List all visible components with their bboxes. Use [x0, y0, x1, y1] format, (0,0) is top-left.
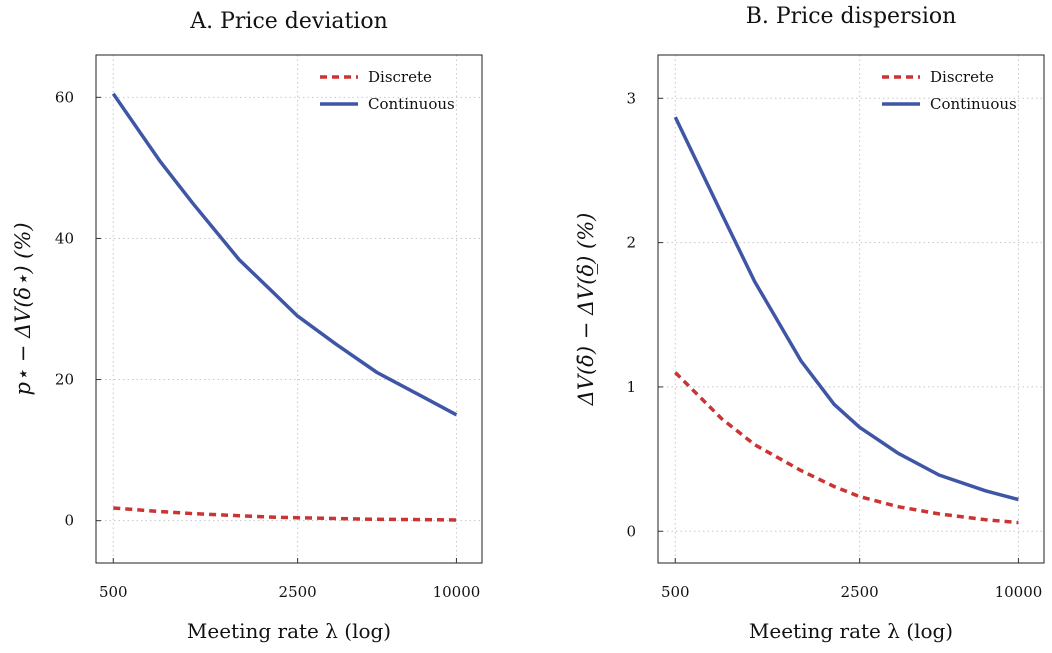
y-tick-label: 60 — [55, 88, 74, 106]
y-tick-label: 0 — [64, 512, 74, 530]
chart-title: A. Price deviation — [189, 9, 388, 34]
chart-title: B. Price dispersion — [746, 4, 957, 29]
plot-frame — [95, 54, 483, 564]
legend-label-discrete: Discrete — [368, 68, 432, 86]
y-tick-label: 3 — [626, 89, 636, 107]
legend-label-discrete: Discrete — [930, 68, 994, 86]
x-tick-label: 2500 — [841, 583, 879, 601]
y-tick-label: 2 — [626, 234, 636, 252]
y-axis-label: p⋆ − ΔV(δ⋆) (%) — [11, 222, 35, 395]
x-tick-label: 2500 — [279, 583, 317, 601]
series-line-discrete — [674, 371, 1019, 525]
y-tick-label: 1 — [626, 378, 636, 396]
x-axis-label: Meeting rate λ (log) — [749, 619, 953, 643]
panel-b: 500 2500 10000 0 1 2 3 B. Price dispersion Meeti… — [574, 4, 1045, 643]
x-tick-label: 10000 — [433, 583, 481, 601]
series-line-continuous — [111, 92, 458, 417]
legend-label-continuous: Continuous — [368, 95, 455, 113]
plot-frame — [657, 54, 1045, 564]
y-tick-label: 40 — [55, 229, 74, 247]
panel-a: 500 2500 10000 0 20 40 60 A. Price deviation Mee… — [11, 9, 483, 643]
series-line-continuous — [673, 116, 1019, 502]
legend-label-continuous: Continuous — [930, 95, 1017, 113]
y-tick-label: 20 — [55, 371, 74, 389]
x-tick-label: 500 — [99, 583, 128, 601]
y-axis-label: ΔV(δ̄) − ΔV(δ̲) (%) — [574, 213, 598, 407]
x-tick-label: 500 — [661, 583, 690, 601]
x-tick-label: 10000 — [995, 583, 1043, 601]
series-line-discrete — [113, 506, 457, 522]
x-axis-label: Meeting rate λ (log) — [187, 619, 391, 643]
y-tick-label: 0 — [626, 522, 636, 540]
